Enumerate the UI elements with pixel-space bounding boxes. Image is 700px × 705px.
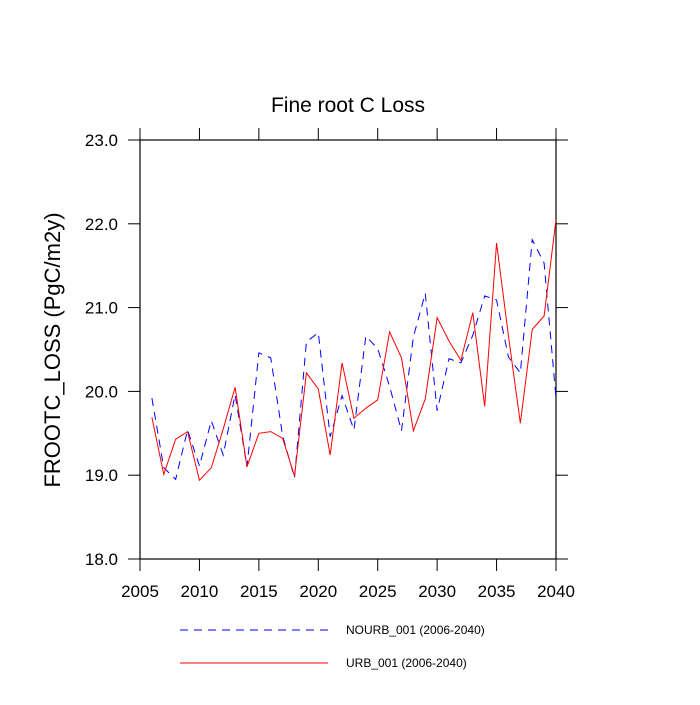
legend-label: URB_001 (2006-2040) [346,656,467,670]
x-tick-label: 2010 [181,582,219,601]
chart-title: Fine root C Loss [271,94,425,117]
x-tick-label: 2030 [418,582,456,601]
x-tick-label: 2020 [299,582,337,601]
x-tick-label: 2035 [478,582,516,601]
y-tick-label: 19.0 [85,466,118,485]
x-tick-label: 2015 [240,582,278,601]
y-tick-label: 21.0 [85,299,118,318]
y-tick-label: 22.0 [85,215,118,234]
series-line [151,237,557,481]
series-line [151,219,557,482]
y-tick-label: 23.0 [85,131,118,150]
x-tick-label: 2005 [121,582,159,601]
y-tick-label: 18.0 [85,550,118,569]
y-axis-label: FROOTC_LOSS (PgC/m2y) [40,212,65,487]
x-tick-label: 2040 [537,582,575,601]
legend-label: NOURB_001 (2006-2040) [346,623,485,637]
plot-frame [139,139,557,560]
x-tick-label: 2025 [359,582,397,601]
y-tick-label: 20.0 [85,382,118,401]
